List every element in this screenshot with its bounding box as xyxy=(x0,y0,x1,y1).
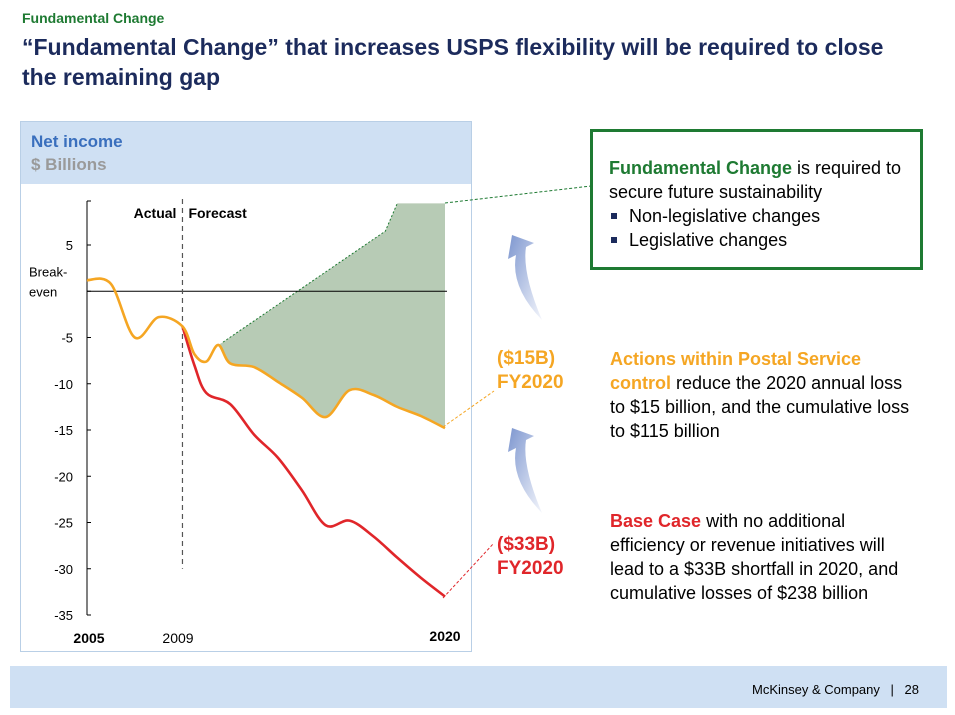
callout-lead: Fundamental Change xyxy=(609,158,793,178)
base-case-text: Base Case with no additional efficiency … xyxy=(610,509,900,605)
y-tick-label: 5 xyxy=(66,238,73,253)
forecast-label: Forecast xyxy=(188,205,247,221)
base-case-lead: Base Case xyxy=(610,511,702,531)
footer-company: McKinsey & Company xyxy=(752,682,880,697)
callout-bullet: Legislative changes xyxy=(609,228,920,252)
x-tick-label: 2020 xyxy=(429,628,460,644)
y-tick-label: Break- xyxy=(29,264,67,279)
y-tick-label: -20 xyxy=(54,469,73,484)
fundamental-change-callout: Fundamental Change is required to secure… xyxy=(590,129,923,270)
up-arrow-icon xyxy=(508,235,542,320)
red-year: FY2020 xyxy=(497,558,564,579)
callout-rest: is required to secure future sustainabil… xyxy=(609,158,902,202)
y-tick-label: -30 xyxy=(54,562,73,577)
y-tick-label: -25 xyxy=(54,516,73,531)
y-tick-label: -35 xyxy=(54,608,73,623)
base-case-line xyxy=(181,326,446,598)
actual-label: Actual xyxy=(134,205,177,221)
callout-text: Fundamental Change is required to secure… xyxy=(609,156,920,252)
footer-page-number: 28 xyxy=(904,682,919,697)
actions-rest: reduce the 2020 annual loss to $15 billi… xyxy=(610,373,910,441)
y-tick-label: -10 xyxy=(54,377,73,392)
net-income-chart: 5 Break-even -5 -10 -15 -20 -25 -30 -35 Actual For… xyxy=(29,199,461,646)
page-title: “Fundamental Change” that increases USPS… xyxy=(22,34,884,90)
actions-text: Actions within Postal Service control re… xyxy=(610,347,910,443)
y-tick-label: -15 xyxy=(54,423,73,438)
y-tick-label: even xyxy=(29,284,57,299)
x-tick-label: 2005 xyxy=(73,630,104,646)
gap-area xyxy=(218,203,445,429)
base-case-rest: with no additional efficiency or revenue… xyxy=(610,511,899,603)
footer-text: McKinsey & Company | 28 xyxy=(752,682,919,697)
footer-divider: | xyxy=(890,682,894,697)
x-tick-label: 2009 xyxy=(162,630,193,646)
callout-bullet: Non-legislative changes xyxy=(609,204,920,228)
section-label: Fundamental Change xyxy=(22,10,165,26)
up-arrow-icon xyxy=(508,428,542,513)
actions-line xyxy=(86,277,446,430)
orange-value-label: ($15B) FY2020 xyxy=(497,347,564,395)
gap-upper-dashed-line xyxy=(222,203,398,343)
y-tick-label: -5 xyxy=(61,331,73,346)
orange-value: ($15B) xyxy=(497,348,556,369)
chart-unit-label: $ Billions xyxy=(31,155,107,174)
red-value-label: ($33B) FY2020 xyxy=(497,533,564,581)
chart-title: Net income xyxy=(31,132,123,151)
footer-bar: McKinsey & Company | 28 xyxy=(10,666,947,708)
chart-header: Net income $ Billions xyxy=(21,122,471,184)
orange-year: FY2020 xyxy=(497,372,564,393)
red-value: ($33B) xyxy=(497,534,556,555)
chart-panel: Net income $ Billions 5 Break-even -5 -10 -1… xyxy=(20,121,472,652)
actions-lead: Actions within Postal Service control xyxy=(610,349,862,393)
